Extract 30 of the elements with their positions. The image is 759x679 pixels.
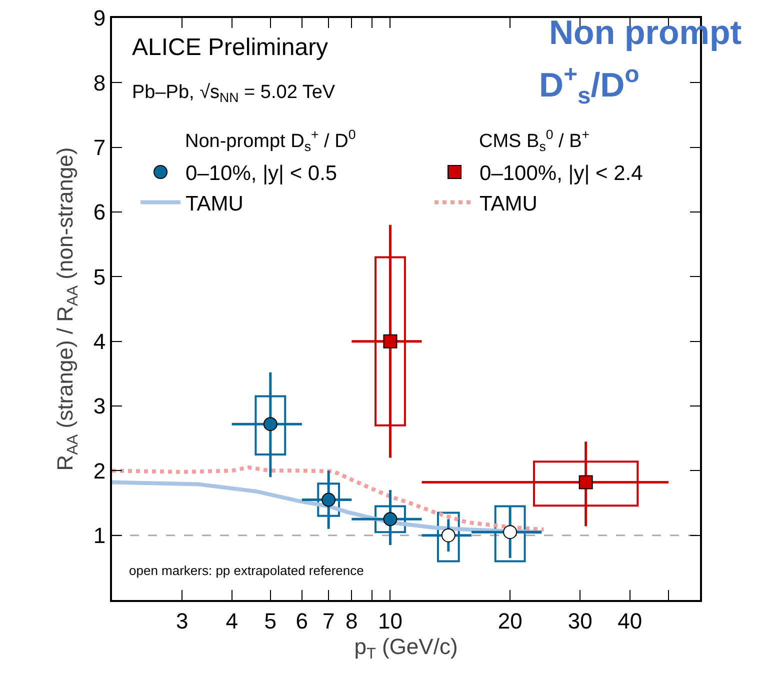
annotation: ALICE Preliminary	[132, 34, 328, 61]
x-tick-label: 6	[296, 608, 308, 634]
x-tick-label: 8	[346, 608, 358, 634]
y-tick-label: 5	[93, 264, 106, 290]
x-tick-label: 4	[226, 608, 238, 634]
annotation: Non-prompt D$_{s}$$^{+}$ / D$^{0}$	[185, 127, 356, 154]
annotation: D$^{+}$$_{s}$/D$^{o}$	[539, 61, 640, 110]
legend-label: 0–100%, |y| < 2.4	[480, 162, 644, 186]
y-tick-label: 1	[93, 523, 106, 548]
y-tick-label: 6	[93, 200, 106, 225]
x-tick-label: 7	[322, 608, 335, 634]
y-tick-label: 8	[93, 70, 106, 96]
x-axis-title: p$_{T}$ (GeV/c)	[354, 634, 458, 662]
x-tick-label: 5	[264, 608, 277, 634]
x-tick-label: 3	[176, 608, 188, 634]
y-tick-label: 7	[93, 135, 106, 160]
x-tick-label: 10	[378, 608, 402, 634]
annotation: Pb–Pb, √s$_{NN}$ = 5.02 TeV	[132, 82, 336, 105]
y-tick-label: 4	[93, 329, 106, 354]
legend-label: 0–10%, |y| < 0.5	[186, 162, 338, 186]
y-tick-label: 2	[93, 458, 106, 484]
x-tick-label: 30	[568, 608, 592, 634]
legend-label: TAMU	[186, 192, 244, 216]
x-tick-label: 40	[618, 608, 642, 634]
legend-label: TAMU	[480, 192, 538, 216]
annotation: CMS B$_{s}$$^{0}$ / B$^{+}$	[479, 127, 590, 154]
y-tick-label: 3	[93, 394, 106, 419]
x-tick-label: 20	[498, 608, 522, 634]
y-tick-label: 9	[93, 6, 106, 31]
annotation: open markers: pp extrapolated reference	[129, 563, 364, 578]
